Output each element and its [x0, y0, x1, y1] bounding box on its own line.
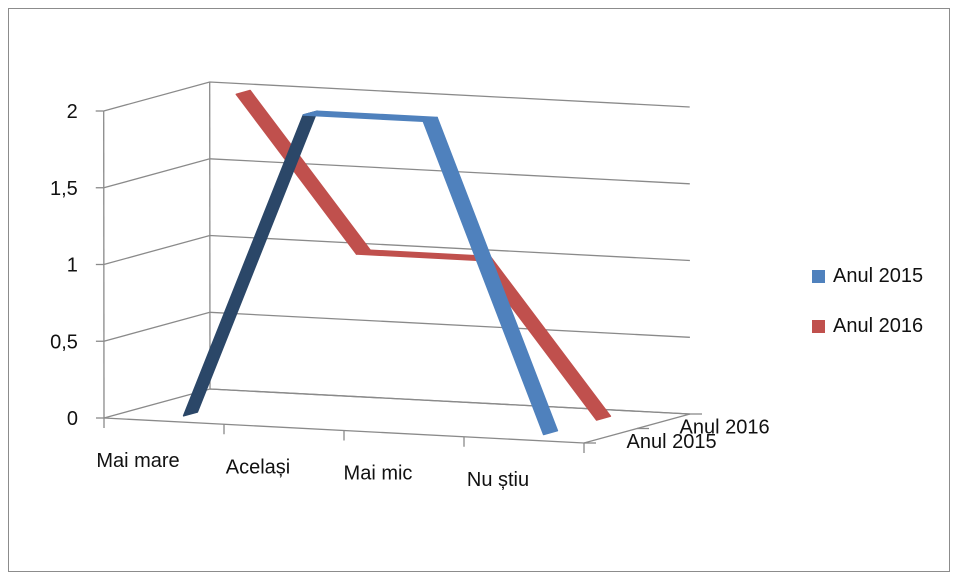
- legend-swatch-series-2: [812, 319, 825, 333]
- series-1-segment-2: [302, 110, 438, 123]
- y-tick-label: 1,5: [50, 178, 78, 200]
- x-category-label: Mai mare: [96, 450, 179, 472]
- gridline-y-3: [103, 158, 690, 189]
- floor-back-edge: [209, 388, 691, 415]
- series-2-ribbon: [235, 89, 612, 421]
- legend-label-series-1: Anul 2015: [833, 264, 924, 287]
- chart-frame: [8, 8, 950, 572]
- gridline-y-1: [103, 311, 690, 342]
- chart-axes: [95, 81, 702, 453]
- axis-labels: 0 0,5 1 1,5 2 Mai mare Același Mai mic Nu știu An…: [50, 101, 770, 491]
- legend-item-series-1: Anul 2015: [812, 262, 923, 290]
- series-1-segment-3: [422, 116, 559, 436]
- y-tick-label: 2: [67, 101, 78, 123]
- gridlines: [103, 81, 691, 419]
- series-layer: [182, 89, 612, 436]
- y-tick-label: 0,5: [50, 331, 78, 353]
- depth-axis-label: Anul 2015: [627, 431, 717, 453]
- series-2-segment-2: [355, 249, 491, 262]
- x-category-label: Același: [226, 456, 290, 478]
- legend: Anul 2015 Anul 2016: [812, 262, 923, 362]
- series-1-segment-1: [182, 110, 318, 417]
- series-1-ribbon: [182, 110, 559, 436]
- legend-label-series-2: Anul 2016: [833, 314, 924, 337]
- legend-swatch-series-1: [812, 269, 825, 283]
- y-tick-label: 1: [67, 255, 78, 277]
- depth-axis-label: Anul 2016: [680, 416, 770, 438]
- gridline-y-2: [103, 234, 690, 266]
- y-tick-label: 0: [67, 408, 78, 430]
- legend-item-series-2: Anul 2016: [812, 312, 923, 340]
- x-category-label: Mai mic: [344, 463, 413, 485]
- gridline-y-4: [103, 81, 690, 112]
- x-category-label: Nu știu: [467, 469, 529, 491]
